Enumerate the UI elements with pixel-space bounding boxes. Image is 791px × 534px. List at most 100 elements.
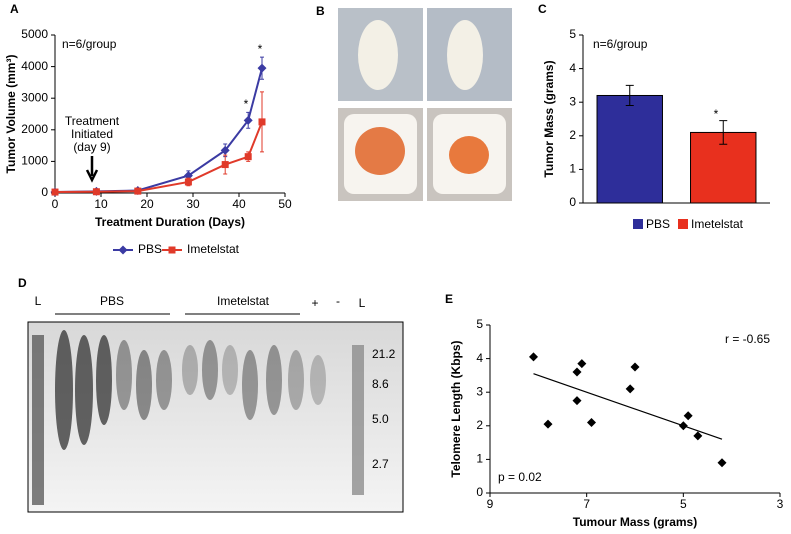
point [243,115,253,125]
tumor [449,136,489,174]
lane-label: PBS [100,294,124,308]
y-tick-label: 3 [569,94,576,108]
legend-swatch [633,219,643,229]
y-tick-label: 1000 [21,154,48,168]
annotation: * [714,107,719,121]
point [587,417,596,427]
x-tick-label: 50 [278,197,292,211]
legend-swatch [678,219,688,229]
lane-label: - [336,294,340,308]
point [625,384,635,394]
point [244,153,252,161]
x-axis-label: Tumour Mass (grams) [573,515,697,529]
x-tick-label: 40 [232,197,246,211]
point [678,421,688,431]
mouse [358,20,398,90]
tumor [355,127,405,175]
annotation: p = 0.02 [498,470,542,484]
point [572,367,582,377]
y-tick-label: 4000 [21,59,48,73]
trend-line [533,373,723,440]
y-tick-label: 5 [476,317,483,331]
size-marker: 21.2 [372,347,396,361]
y-tick-label: 1 [569,162,576,176]
annotation: Treatment [65,114,120,128]
point [220,145,230,155]
panel-label: C [538,2,547,16]
x-tick-label: 20 [140,197,154,211]
y-tick-label: 4 [476,351,483,365]
mouse [447,20,483,90]
panel-label: D [18,276,27,290]
legend-label: PBS [646,217,670,231]
x-tick-label: 10 [94,197,108,211]
x-tick-label: 30 [186,197,200,211]
y-axis-label: Tumor Mass (grams) [542,60,556,177]
y-tick-label: 2000 [21,122,48,136]
legend-label: Imetelstat [691,217,744,231]
point [92,188,100,196]
y-tick-label: 3 [476,384,483,398]
legend-marker [118,245,128,255]
y-axis-label: Tumor Volume (mm³) [4,55,18,174]
y-tick-label: 0 [41,185,48,199]
panel-label: B [316,4,325,18]
arrow [85,156,99,183]
lane-label: + [311,296,318,310]
annotation: n=6/group [593,37,648,51]
error-bar [625,84,634,107]
x-tick-label: 3 [777,497,784,511]
bar [596,94,663,204]
photo-grid [338,8,512,201]
gel-panel: D L PBS Imetelstat + - L 21.2 8.6 5.0 2.… [18,276,404,513]
panel-label: A [10,2,19,16]
annotation: r = -0.65 [725,332,770,346]
x-tick-label: 9 [487,497,494,511]
annotation: * [244,97,249,111]
x-tick-label: 7 [583,497,590,511]
gel-smears [32,330,364,505]
y-axis-label: Telomere Length (Kbps) [449,340,463,477]
size-marker: 5.0 [372,412,389,426]
annotation: n=6/group [62,37,117,51]
error-bar [719,120,728,145]
x-tick-label: 5 [680,497,687,511]
y-tick-label: 2 [569,128,576,142]
y-tick-label: 1 [476,452,483,466]
y-tick-label: 3000 [21,90,48,104]
lane-label: L [35,294,42,308]
point [221,161,229,169]
point [577,359,587,369]
y-tick-label: 0 [476,485,483,499]
point [183,171,193,181]
point [683,411,693,421]
legend-marker [168,246,176,254]
legend-label: PBS [138,242,162,256]
point [717,458,727,468]
point [184,178,192,186]
x-tick-label: 0 [52,197,59,211]
lane-label: L [359,296,366,310]
point [258,118,266,126]
y-tick-label: 4 [569,61,576,75]
point [257,63,267,73]
point [693,431,703,441]
point [543,419,553,429]
y-tick-label: 2 [476,418,483,432]
point [529,352,538,362]
x-axis-label: Treatment Duration (Days) [95,215,245,229]
y-tick-label: 5000 [21,27,48,41]
legend-label: Imetelstat [187,242,240,256]
y-tick-label: 5 [569,27,576,41]
lane-label: Imetelstat [217,294,270,308]
annotation: (day 9) [73,140,110,154]
point [134,187,142,195]
size-marker: 8.6 [372,377,389,391]
annotation: * [258,42,263,56]
annotation: Initiated [71,127,113,141]
point [572,396,582,406]
y-tick-label: 0 [569,195,576,209]
point [630,362,640,372]
point [51,188,59,196]
